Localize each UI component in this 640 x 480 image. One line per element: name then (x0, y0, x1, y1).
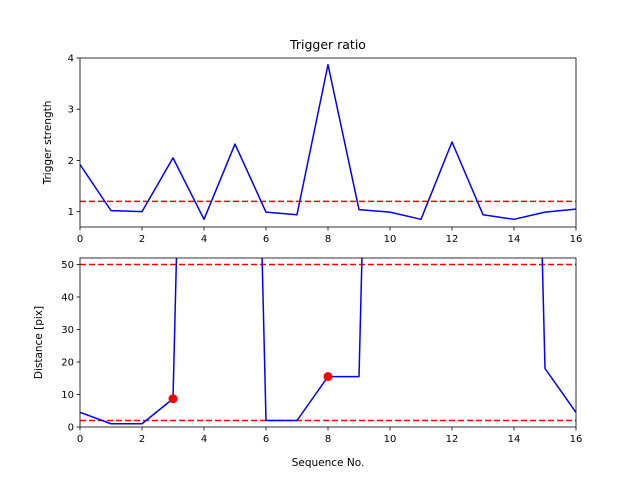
plot-area (80, 63, 576, 221)
data-point-marker (168, 394, 178, 404)
x-tick-label: 16 (570, 234, 583, 245)
x-tick-label: 16 (570, 434, 583, 445)
x-tick-label: 2 (139, 434, 145, 445)
x-tick-label: 4 (201, 434, 207, 445)
x-tick-label: 12 (446, 434, 459, 445)
x-tick-label: 10 (384, 434, 397, 445)
chart-title: Trigger ratio (289, 37, 366, 52)
y-tick-label: 3 (68, 105, 74, 116)
x-axis-title: Sequence No. (292, 457, 365, 469)
y-tick-label: 30 (61, 325, 74, 336)
plot-background (80, 258, 576, 427)
x-tick-label: 10 (384, 234, 397, 245)
chart-panel-2: 0 2 4 6 8 10 12 14 16 0 10 20 30 40 50 Sequence No. Dist… (33, 257, 583, 469)
plot-area (80, 258, 576, 425)
x-tick-label: 12 (446, 234, 459, 245)
x-tick-label: 6 (263, 234, 269, 245)
x-tick-label: 2 (139, 234, 145, 245)
x-tick-label: 4 (201, 234, 207, 245)
series-line (80, 63, 576, 221)
x-tick-label: 6 (263, 434, 269, 445)
x-tick-label: 14 (508, 234, 521, 245)
y-axis-title: Distance [pix] (33, 306, 45, 379)
y-tick-label: 1 (68, 207, 74, 218)
x-tick-label: 14 (508, 434, 521, 445)
x-tick-label: 0 (77, 234, 83, 245)
y-tick-label: 50 (61, 260, 74, 271)
y-tick-label: 20 (61, 358, 74, 369)
x-tick-label: 0 (77, 434, 83, 445)
y-tick-label: 0 (68, 423, 74, 434)
x-tick-label: 8 (325, 234, 331, 245)
y-tick-label: 2 (68, 156, 74, 167)
y-axis-title: Trigger strength (42, 101, 54, 186)
y-tick-label: 10 (61, 390, 74, 401)
data-point-marker (323, 372, 333, 382)
y-tick-label: 40 (61, 293, 74, 304)
x-tick-label: 8 (325, 434, 331, 445)
y-tick-label: 4 (68, 54, 74, 65)
